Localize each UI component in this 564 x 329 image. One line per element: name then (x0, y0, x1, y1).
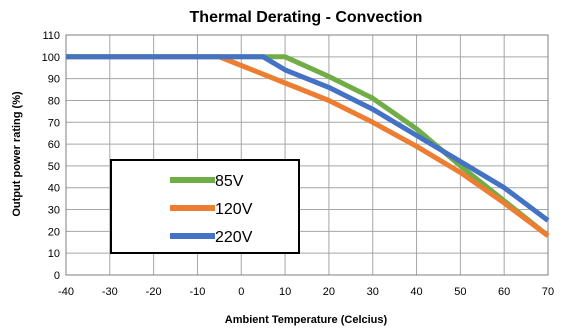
chart-title: Thermal Derating - Convection (190, 9, 423, 26)
series-line-220v (66, 54, 550, 223)
legend: 85V 120V 220V (110, 159, 300, 254)
legend-label-120v: 120V (215, 201, 253, 218)
x-tick-label: 30 (367, 286, 379, 298)
x-tick-label: 60 (498, 286, 510, 298)
legend-label-85v: 85V (215, 173, 244, 190)
x-tick-label: 20 (323, 286, 335, 298)
x-tick-label: 10 (279, 286, 291, 298)
x-tick-label: -10 (190, 286, 206, 298)
x-tick-label: 70 (542, 286, 554, 298)
x-tick-label: -20 (146, 286, 162, 298)
plot-area-border (65, 34, 549, 276)
axis-layer: 0 10 20 30 40 50 60 70 80 90 100 110 -40 -30 -20 -10 0 10… (42, 30, 554, 298)
y-tick-label: 50 (48, 161, 60, 173)
y-tick-label: 110 (42, 30, 60, 42)
x-tick-label: -40 (58, 286, 74, 298)
x-tick-label: 50 (454, 286, 466, 298)
y-tick-label: 10 (48, 248, 60, 260)
y-tick-label: 40 (48, 183, 60, 195)
y-tick-label: 0 (54, 270, 60, 282)
y-tick-label: 70 (48, 117, 60, 129)
x-tick-label: 0 (238, 286, 244, 298)
y-axis-label: Output power rating (%) (11, 91, 23, 217)
y-tick-label: 20 (48, 226, 60, 238)
series-layer (66, 54, 550, 238)
y-tick-label: 60 (48, 139, 60, 151)
y-tick-label: 100 (42, 52, 60, 64)
y-tick-label: 30 (48, 205, 60, 217)
x-tick-label: -30 (102, 286, 118, 298)
series-line-120v (66, 54, 550, 238)
legend-label-220v: 220V (215, 229, 253, 246)
x-axis-label: Ambient Temperature (Celcius) (225, 314, 388, 326)
y-tick-label: 80 (48, 95, 60, 107)
x-tick-label: 40 (410, 286, 422, 298)
y-tick-label: 90 (48, 74, 60, 86)
